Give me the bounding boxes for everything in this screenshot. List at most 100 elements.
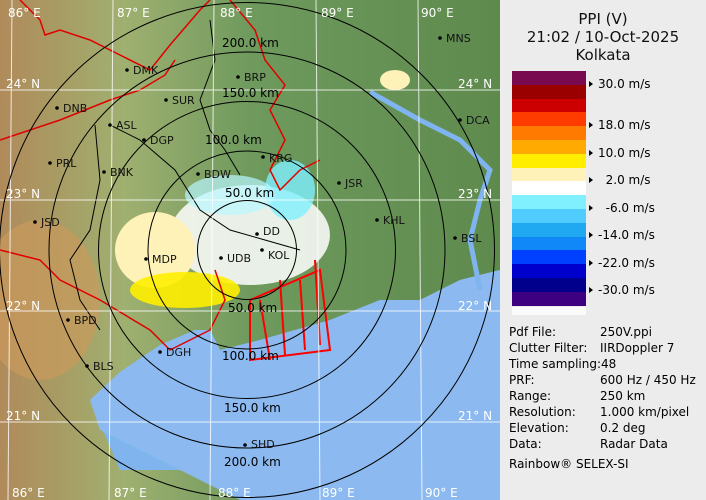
city-dot-icon	[66, 318, 70, 322]
legend-color-band	[512, 139, 586, 154]
city-dot-icon	[337, 181, 341, 185]
legend-color-band	[512, 153, 586, 168]
info-value: Radar Data	[600, 437, 668, 451]
lon-label: 90° E	[425, 486, 458, 500]
city-label: DMK	[133, 64, 159, 77]
city-label: SHD	[251, 438, 275, 451]
legend-tick-label: -30.0 m/s	[589, 283, 655, 297]
lat-label: 23° N	[458, 187, 492, 201]
lat-label: 21° N	[6, 409, 40, 423]
city-label: DCA	[466, 114, 490, 127]
info-key: Range:	[509, 389, 552, 403]
legend-tick-label: 10.0 m/s	[589, 146, 651, 160]
city-label: BRP	[244, 71, 266, 84]
legend-color-band	[512, 195, 586, 209]
city-label: DGP	[150, 134, 174, 147]
legend-color-band	[512, 291, 586, 306]
longitude-line	[209, 0, 215, 500]
city-dot-icon	[164, 98, 168, 102]
city-label: BPD	[74, 314, 97, 327]
city-label: DNB	[63, 102, 87, 115]
ring-label: 200.0 km	[224, 455, 281, 469]
info-value: 48	[601, 357, 617, 371]
city-dmk: DMK	[125, 64, 159, 77]
city-label: BNK	[110, 166, 134, 179]
legend-color-band	[512, 222, 586, 237]
radar-map: 86° E 87° E 88° E 89° E 90° E 86° E 87° …	[0, 0, 500, 500]
city-bdw: BDW	[196, 168, 231, 181]
legend-tick-label: 18.0 m/s	[589, 118, 651, 132]
info-row: Data: Radar Data	[509, 436, 668, 452]
lat-lon-grid	[0, 0, 500, 500]
info-row: Elevation: 0.2 deg	[509, 420, 646, 436]
lon-label: 87° E	[117, 6, 150, 20]
legend-tick-label: 30.0 m/s	[589, 77, 651, 91]
lon-label: 89° E	[321, 6, 354, 20]
info-value: 0.2 deg	[600, 421, 646, 435]
ring-label: 100.0 km	[222, 349, 279, 363]
city-label: BLS	[93, 360, 114, 373]
range-rings	[0, 2, 495, 498]
range-ring	[147, 150, 347, 350]
city-asl: ASL	[108, 119, 138, 132]
city-jsr: JSR	[337, 177, 363, 190]
longitude-line	[7, 0, 13, 500]
info-key: Elevation:	[509, 421, 569, 435]
legend-color-band	[512, 250, 586, 265]
ring-label: 150.0 km	[224, 401, 281, 415]
legend-color-band	[512, 208, 586, 223]
city-mns: MNS	[438, 32, 471, 45]
ring-label: 50.0 km	[225, 186, 274, 200]
city-dot-icon	[236, 75, 240, 79]
info-row: Pdf File: 250V.ppi	[509, 324, 652, 340]
city-dgh: DGH	[158, 346, 191, 359]
city-dot-icon	[260, 248, 264, 252]
city-label: KRG	[269, 152, 292, 165]
lon-label: 89° E	[322, 486, 355, 500]
lat-label: 22° N	[6, 299, 40, 313]
city-bnk: BNK	[102, 166, 134, 179]
lat-label: 24° N	[458, 77, 492, 91]
city-sur: SUR	[164, 94, 195, 107]
ring-label: 200.0 km	[222, 36, 279, 50]
city-label: KHL	[383, 214, 405, 227]
legend-color-band	[512, 71, 586, 85]
lat-label: 22° N	[458, 299, 492, 313]
city-label: MNS	[446, 32, 471, 45]
legend-tick-label: -6.0 m/s	[589, 201, 655, 215]
city-udb: UDB	[219, 252, 251, 265]
range-ring	[0, 2, 495, 498]
legend-color-band	[512, 181, 586, 196]
longitude-line	[417, 0, 423, 500]
city-bls: BLS	[85, 360, 114, 373]
ring-label: 150.0 km	[222, 86, 279, 100]
longitude-line	[315, 0, 321, 500]
city-bpd: BPD	[66, 314, 97, 327]
city-dot-icon	[261, 155, 265, 159]
legend-tick-label: -14.0 m/s	[589, 228, 655, 242]
ring-label: 50.0 km	[228, 301, 277, 315]
lat-label: 24° N	[6, 77, 40, 91]
city-dnb: DNB	[55, 102, 87, 115]
city-dot-icon	[196, 172, 200, 176]
city-brp: BRP	[236, 71, 266, 84]
city-dot-icon	[85, 364, 89, 368]
city-label: BSL	[461, 232, 482, 245]
credit: Rainbow® SELEX-SI	[509, 457, 629, 471]
city-dgp: DGP	[142, 134, 174, 147]
info-value: 600 Hz / 450 Hz	[600, 373, 696, 387]
city-prl: PRL	[48, 157, 77, 170]
scan-datetime: 21:02 / 10-Oct-2025	[526, 28, 680, 46]
info-row: Range: 250 km	[509, 388, 645, 404]
city-label: SUR	[172, 94, 195, 107]
info-row: Time sampling:48	[509, 356, 616, 372]
city-shd: SHD	[243, 438, 275, 451]
legend-color-band	[512, 112, 586, 127]
legend-color-band	[512, 126, 586, 140]
city-mdp: MDP	[144, 253, 177, 266]
city-label: DD	[263, 225, 280, 238]
info-value: IIRDoppler 7	[600, 341, 675, 355]
city-label: KOL	[268, 249, 290, 262]
city-dot-icon	[33, 220, 37, 224]
lon-label: 87° E	[114, 486, 147, 500]
